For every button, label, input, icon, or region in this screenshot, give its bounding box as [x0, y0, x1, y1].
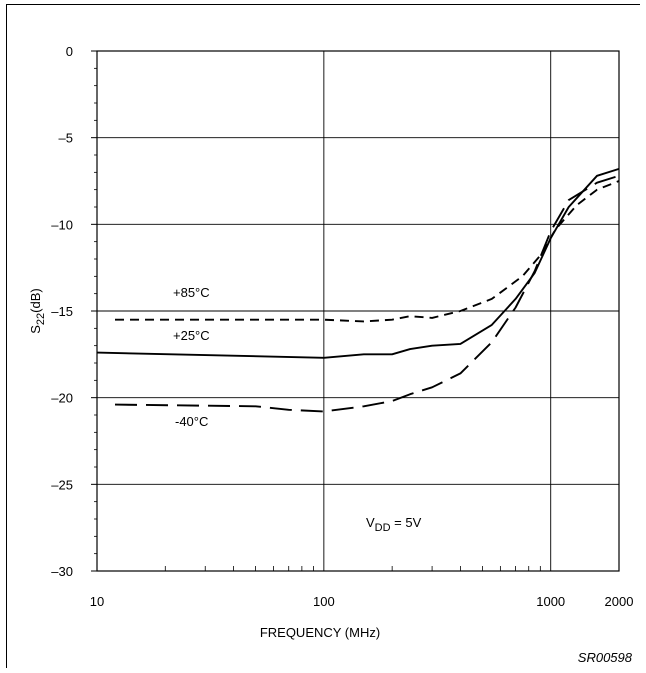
y-tick-label: –30 — [51, 564, 73, 579]
y-tick-label: –15 — [51, 304, 73, 319]
condition-label: VDD = 5V — [366, 515, 422, 534]
condition-sub: DD — [375, 522, 391, 534]
y-axis-title-unit: (dB) — [28, 288, 43, 313]
y-axis-title: S22(dB) — [28, 288, 47, 333]
grid — [97, 50, 619, 572]
figure-frame — [6, 4, 640, 668]
series-layer — [96, 167, 620, 413]
series-line-0 — [115, 180, 620, 323]
x-axis-title: FREQUENCY (MHz) — [260, 625, 380, 640]
x-tick-label: 2000 — [605, 594, 634, 609]
y-tick-label: 0 — [66, 44, 73, 59]
x-tick-label: 10 — [90, 594, 104, 609]
y-tick-label: –25 — [51, 477, 73, 492]
series-line-1 — [96, 167, 620, 359]
y-axis-title-sub: 22 — [35, 313, 47, 325]
minor-ticks — [91, 50, 541, 572]
condition-rest: = 5V — [391, 515, 422, 530]
y-tick-label: –10 — [51, 217, 73, 232]
y-tick-labels: 0 –5 –10 –15 –20 –25 –30 — [51, 44, 73, 579]
annotation-minus40: -40°C — [175, 414, 208, 429]
y-axis-title-base: S — [28, 325, 43, 334]
y-tick-label: –5 — [59, 131, 73, 146]
series-line-2 — [114, 174, 620, 413]
figure-code: SR00598 — [578, 650, 633, 665]
condition-base: V — [366, 515, 375, 530]
annotation-plus25: +25°C — [173, 328, 210, 343]
annotation-plus85: +85°C — [173, 285, 210, 300]
x-tick-labels: 10 100 1000 2000 — [90, 594, 634, 609]
plot-area — [96, 50, 620, 572]
y-tick-label: –20 — [51, 391, 73, 406]
x-tick-label: 100 — [313, 594, 335, 609]
x-tick-label: 1000 — [536, 594, 565, 609]
